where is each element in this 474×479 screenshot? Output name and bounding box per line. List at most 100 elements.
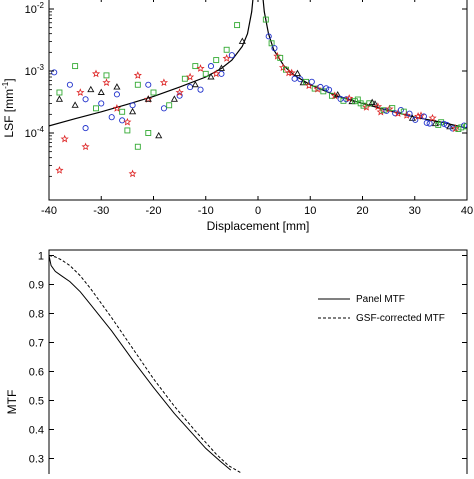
lsf-data-point-triangle — [238, 37, 246, 44]
lsf-data-point-star — [414, 112, 423, 120]
mtf-y-axis-title: MTF — [5, 390, 19, 415]
lsf-x-tick-label: 10 — [304, 205, 316, 217]
lsf-data-point-circle — [412, 116, 419, 123]
mtf-y-tick-label: 0.9 — [29, 280, 44, 292]
lsf-data-point-circle — [207, 63, 215, 70]
lsf-data-point-circle — [119, 117, 126, 124]
lsf-data-point-circle — [51, 69, 58, 76]
lsf-data-point-square — [328, 92, 335, 99]
lsf-data-point-triangle — [97, 88, 105, 95]
lsf-data-point-square — [181, 75, 188, 82]
lsf-data-point-circle — [66, 81, 73, 88]
lsf-x-tick-label: -10 — [198, 205, 214, 217]
lsf-data-point-circle — [406, 110, 413, 117]
lsf-data-point-star — [373, 102, 383, 111]
lsf-data-point-star — [212, 69, 221, 78]
lsf-data-point-triangle — [144, 95, 152, 102]
mtf-y-tick-label: 0.5 — [29, 396, 44, 408]
lsf-data-point-square — [150, 89, 157, 96]
lsf-data-point-star — [402, 111, 411, 119]
lsf-y-tick-base: 10 — [25, 4, 37, 16]
mtf-y-ticks: 0.3 0.4 0.5 0.6 0.7 0.8 0.9 1 — [29, 251, 467, 466]
lsf-data-point-circle — [129, 102, 136, 109]
lsf-data-point-star — [76, 88, 85, 96]
lsf-y-axis-title-sup: -1 — [1, 81, 10, 89]
lsf-data-point-square — [93, 105, 99, 112]
lsf-data-point-circle — [440, 120, 448, 127]
lsf-data-point-square — [134, 81, 141, 88]
lsf-data-point-square — [464, 123, 467, 130]
lsf-y-ticks: 10-410-310-2 — [25, 1, 467, 177]
lsf-x-tick-label: 0 — [255, 205, 261, 217]
lsf-data-point-square — [262, 16, 269, 23]
lsf-y-tick-exponent: -4 — [37, 125, 45, 134]
lsf-data-point-star — [133, 71, 142, 79]
lsf-data-point-circle — [291, 75, 298, 82]
lsf-data-point-star — [345, 94, 354, 102]
lsf-data-point-circle — [423, 119, 430, 126]
lsf-data-point-triangle — [55, 95, 64, 102]
lsf-data-point-triangle — [71, 101, 79, 108]
lsf-data-point-circle — [98, 100, 105, 107]
mtf-line-gsf-corrected-mtf — [49, 255, 242, 474]
mtf-chart: 0.3 0.4 0.5 0.6 0.7 0.8 0.9 1 MTF Panel MTF GSF… — [5, 249, 468, 479]
lsf-y-tick-base: 10 — [25, 128, 37, 140]
lsf-data-point-triangle — [129, 107, 137, 115]
mtf-legend: Panel MTF GSF-corrected MTF — [318, 294, 445, 324]
lsf-y-tick-label: 10-2 — [25, 1, 45, 16]
lsf-data-point-square — [234, 22, 241, 29]
lsf-y-axis-title-main: LSF [mm — [2, 89, 16, 138]
lsf-data-point-circle — [308, 78, 315, 85]
mtf-y-tick-label: 0.3 — [29, 454, 44, 466]
lsf-data-point-star — [102, 78, 111, 87]
lsf-data-point-circle — [297, 76, 304, 83]
lsf-data-point-square — [124, 127, 131, 134]
lsf-data-point-circle — [228, 52, 235, 59]
lsf-data-point-square — [72, 63, 79, 70]
lsf-points-group — [51, 16, 467, 178]
mtf-y-tick-label: 0.6 — [29, 367, 44, 379]
lsf-data-point-triangle — [217, 64, 225, 71]
lsf-data-point-triangle — [113, 83, 121, 90]
lsf-data-point-circle — [326, 86, 333, 93]
lsf-data-point-circle — [145, 81, 152, 88]
mtf-plot-frame — [48, 249, 468, 479]
lsf-data-point-triangle — [155, 131, 163, 139]
lsf-data-point-star — [313, 84, 322, 93]
lsf-data-point-square — [56, 89, 63, 96]
lsf-data-point-circle — [176, 92, 183, 99]
lsf-y-axis-title-end: ] — [2, 78, 16, 81]
lsf-data-point-star — [159, 78, 169, 87]
lsf-x-axis-title: Displacement [mm] — [207, 219, 310, 233]
lsf-data-point-triangle — [368, 98, 376, 106]
lsf-data-point-square — [134, 143, 141, 150]
lsf-data-point-square — [213, 57, 220, 64]
lsf-fit-curve-left — [49, 0, 254, 127]
lsf-data-point-circle — [218, 70, 225, 77]
lsf-data-point-square — [202, 70, 209, 77]
lsf-data-point-circle — [449, 125, 456, 132]
lsf-data-point-square — [119, 108, 126, 115]
lsf-data-point-triangle — [87, 85, 95, 93]
lsf-data-point-triangle — [191, 80, 199, 88]
lsf-data-point-triangle — [334, 91, 342, 98]
lsf-y-axis-title: LSF [mm-1] — [1, 78, 16, 137]
lsf-data-point-square — [166, 102, 173, 109]
lsf-data-point-star — [55, 166, 64, 174]
mtf-line-panel-mtf — [49, 255, 232, 471]
lsf-x-tick-label: -40 — [41, 205, 57, 217]
lsf-y-tick-exponent: -3 — [37, 63, 45, 72]
lsf-data-point-star — [428, 113, 437, 122]
mtf-lines-group — [49, 255, 242, 474]
lsf-data-point-star — [175, 88, 184, 96]
lsf-x-tick-label: 20 — [356, 205, 368, 217]
mtf-y-tick-label: 1 — [38, 251, 44, 263]
lsf-data-point-circle — [82, 125, 89, 132]
lsf-data-point-square — [380, 107, 387, 114]
lsf-data-point-star — [185, 72, 195, 81]
lsf-data-point-star — [81, 142, 90, 151]
lsf-data-point-star — [222, 54, 231, 62]
lsf-data-point-circle — [108, 114, 115, 121]
